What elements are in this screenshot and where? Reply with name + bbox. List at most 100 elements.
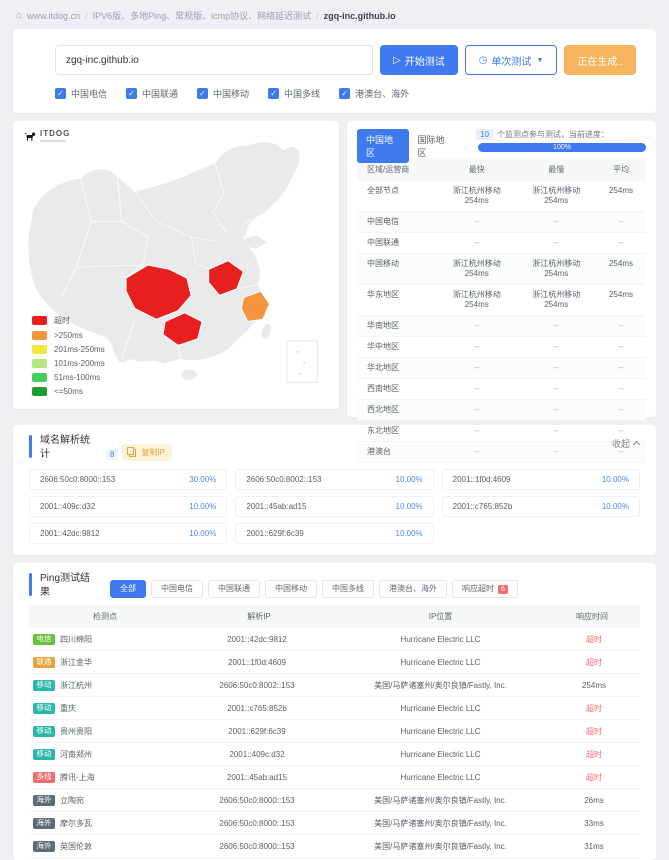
- isp-checkbox[interactable]: ✓ 中国联通: [126, 87, 178, 100]
- ping-tab-label: 全部: [120, 584, 136, 593]
- ping-table-row: 海外 立陶宛 2606:50c0:8000::153 美国/马萨诸塞州/奥尔良镇/Fa…: [29, 789, 640, 812]
- generating-button[interactable]: 正在生成..: [564, 45, 636, 75]
- region-table-row: 中国移动 浙江杭州移动 254ms 浙江杭州移动 254ms 254ms: [357, 254, 646, 285]
- ping-table-row: 移动 贵州贵阳 2001::629f:6c39 Hurricane Electric …: [29, 720, 640, 743]
- region-value: --: [553, 217, 559, 226]
- carrier-badge: 海外: [33, 817, 55, 829]
- node-name: 贵州贵阳: [60, 726, 92, 736]
- tab-international-region[interactable]: 国际地区: [417, 135, 445, 158]
- taiwan-island: [261, 323, 272, 339]
- resolved-ip: 2606:50c0:8002::153: [219, 680, 295, 690]
- region-value: --: [553, 405, 559, 414]
- checkbox-label: 中国多线: [284, 89, 321, 99]
- ping-table-row: 多线 腾讯-上海 2001::45ab:ad15 Hurricane Electric…: [29, 766, 640, 789]
- node-name: 四川绵阳: [60, 634, 92, 644]
- dns-ip-value: 2606:50c0:8002::153: [246, 475, 322, 484]
- legend-swatch: [32, 387, 47, 396]
- ping-table-row: 移动 重庆 2001::c765:852b Hurricane Electric LL…: [29, 697, 640, 720]
- legend-item: 51ms-100ms: [32, 373, 105, 382]
- region-table-header: 区域/运营商 最快 最慢 平均: [357, 158, 646, 181]
- region-value: --: [618, 217, 624, 226]
- region-table-row: 中国电信 -- -- --: [357, 212, 646, 233]
- node-cell: 联通 浙江金华: [29, 656, 181, 668]
- latency-value: 26ms: [584, 795, 604, 805]
- node-cell: 移动 贵州贵阳: [29, 725, 181, 737]
- single-test-dropdown-button[interactable]: ◷ 单次测试 ▼: [464, 45, 558, 75]
- region-value: --: [474, 405, 480, 414]
- province-guizhou: [162, 312, 203, 347]
- breadcrumb-home[interactable]: www.itdog.cn: [27, 10, 81, 21]
- node-name: 重庆: [60, 703, 76, 713]
- ping-tab[interactable]: 中国移动: [265, 580, 317, 598]
- collapse-button[interactable]: 收起: [612, 437, 641, 450]
- clock-icon: ◷: [478, 54, 488, 66]
- section-accent-bar: [29, 435, 32, 458]
- dns-percent-value: 10.00%: [189, 502, 217, 511]
- node-name: 摩尔多瓦: [60, 818, 92, 828]
- start-test-button[interactable]: ▷ 开始测试: [380, 45, 458, 75]
- dns-percent-value: 10.00%: [601, 475, 629, 484]
- ping-table: 检测点 解析IP IP位置 响应时间 电信 四川绵阳 2001::42dc:9812…: [29, 605, 640, 858]
- resolved-ip: 2001::c765:852b: [227, 703, 287, 713]
- region-name: 中国移动: [367, 259, 399, 268]
- latency-value: 超时: [586, 772, 602, 782]
- dns-item: 2001::409c:d32 10.00%: [29, 496, 228, 517]
- checkbox-label: 港澳台、海外: [355, 89, 410, 99]
- region-value: --: [474, 426, 480, 435]
- ping-tab[interactable]: 中国电信: [151, 580, 203, 598]
- resolved-ip: 2001::42dc:9812: [227, 634, 287, 644]
- province-zhejiang: [240, 290, 271, 323]
- ping-tab-label: 中国联通: [218, 584, 250, 593]
- legend-swatch: [32, 373, 47, 382]
- region-name: 全部节点: [367, 186, 399, 195]
- resolved-ip: 2606:50c0:8000::153: [219, 818, 295, 828]
- ping-tab[interactable]: 中国联通: [208, 580, 260, 598]
- ping-tab[interactable]: 全部: [110, 580, 146, 598]
- ping-tab-label: 中国电信: [161, 584, 193, 593]
- domain-input[interactable]: [55, 45, 373, 75]
- breadcrumb-category[interactable]: IPV6版、多地Ping、常规版、icmp协议、网络延迟测试: [92, 11, 312, 21]
- isp-checkbox[interactable]: ✓ 港澳台、海外: [339, 87, 409, 100]
- region-table-row: 东北地区 -- -- --: [357, 421, 646, 442]
- progress-bar: 100%: [478, 143, 646, 152]
- hainan-island: [181, 369, 197, 381]
- region-stats-panel: 中国地区 国际地区 10 个监测点参与测试，当前进度： 100% 区域/运营商 …: [347, 121, 656, 463]
- region-name: 西南地区: [367, 384, 399, 393]
- node-name: 立陶宛: [60, 795, 84, 805]
- monitor-progress: 10 个监测点参与测试，当前进度： 100%: [476, 129, 646, 152]
- legend-swatch: [32, 316, 47, 325]
- dns-percent-value: 10.00%: [395, 502, 423, 511]
- isp-checkbox[interactable]: ✓ 中国多线: [268, 87, 320, 100]
- ping-filter-tabs: 全部 中国电信 中国联通 中国移动 中国多线 港澳台、海外 响应超时 6: [110, 580, 518, 598]
- latency-value: 超时: [586, 726, 602, 736]
- region-table-row: 西北地区 -- -- --: [357, 400, 646, 421]
- region-name: 华北地区: [367, 363, 399, 372]
- region-table: 区域/运营商 最快 最慢 平均 全部节点 浙江杭州移动 254ms 浙江杭州移动 2…: [357, 158, 646, 463]
- region-table-row: 华东地区 浙江杭州移动 254ms 浙江杭州移动 254ms 254ms: [357, 285, 646, 316]
- play-icon: ▷: [393, 54, 401, 66]
- region-value: --: [618, 447, 624, 456]
- legend-swatch: [32, 359, 47, 368]
- checkbox-check-icon: ✓: [126, 88, 138, 99]
- region-value: --: [618, 321, 624, 330]
- ping-tab-label: 响应超时: [462, 584, 494, 593]
- dns-item: 2001::c765:852b 10.00%: [441, 496, 640, 517]
- dns-results-grid: 2606:50c0:8000::153 30.00% 2606:50c0:8002:…: [13, 468, 656, 555]
- node-name: 河南郑州: [60, 749, 92, 759]
- isp-checkbox[interactable]: ✓ 中国移动: [197, 87, 249, 100]
- ping-tab[interactable]: 响应超时 6: [452, 580, 518, 598]
- ip-location: Hurricane Electric LLC: [400, 772, 481, 782]
- carrier-badge: 移动: [33, 679, 55, 691]
- latency-value: 超时: [586, 657, 602, 667]
- tab-china-region[interactable]: 中国地区: [357, 129, 409, 163]
- checkbox-label: 中国电信: [71, 89, 108, 99]
- isp-checkbox[interactable]: ✓ 中国电信: [55, 87, 107, 100]
- region-value: 浙江杭州移动 254ms: [532, 186, 581, 205]
- ping-tab[interactable]: 中国多线: [322, 580, 374, 598]
- ping-tab[interactable]: 港澳台、海外: [379, 580, 447, 598]
- node-cell: 电信 四川绵阳: [29, 633, 181, 645]
- copy-ip-button[interactable]: 复制IP: [122, 444, 173, 461]
- dns-ip-value: 2001::45ab:ad15: [246, 502, 307, 511]
- legend-label: >250ms: [54, 331, 83, 340]
- region-value: 浙江杭州移动 254ms: [452, 186, 501, 205]
